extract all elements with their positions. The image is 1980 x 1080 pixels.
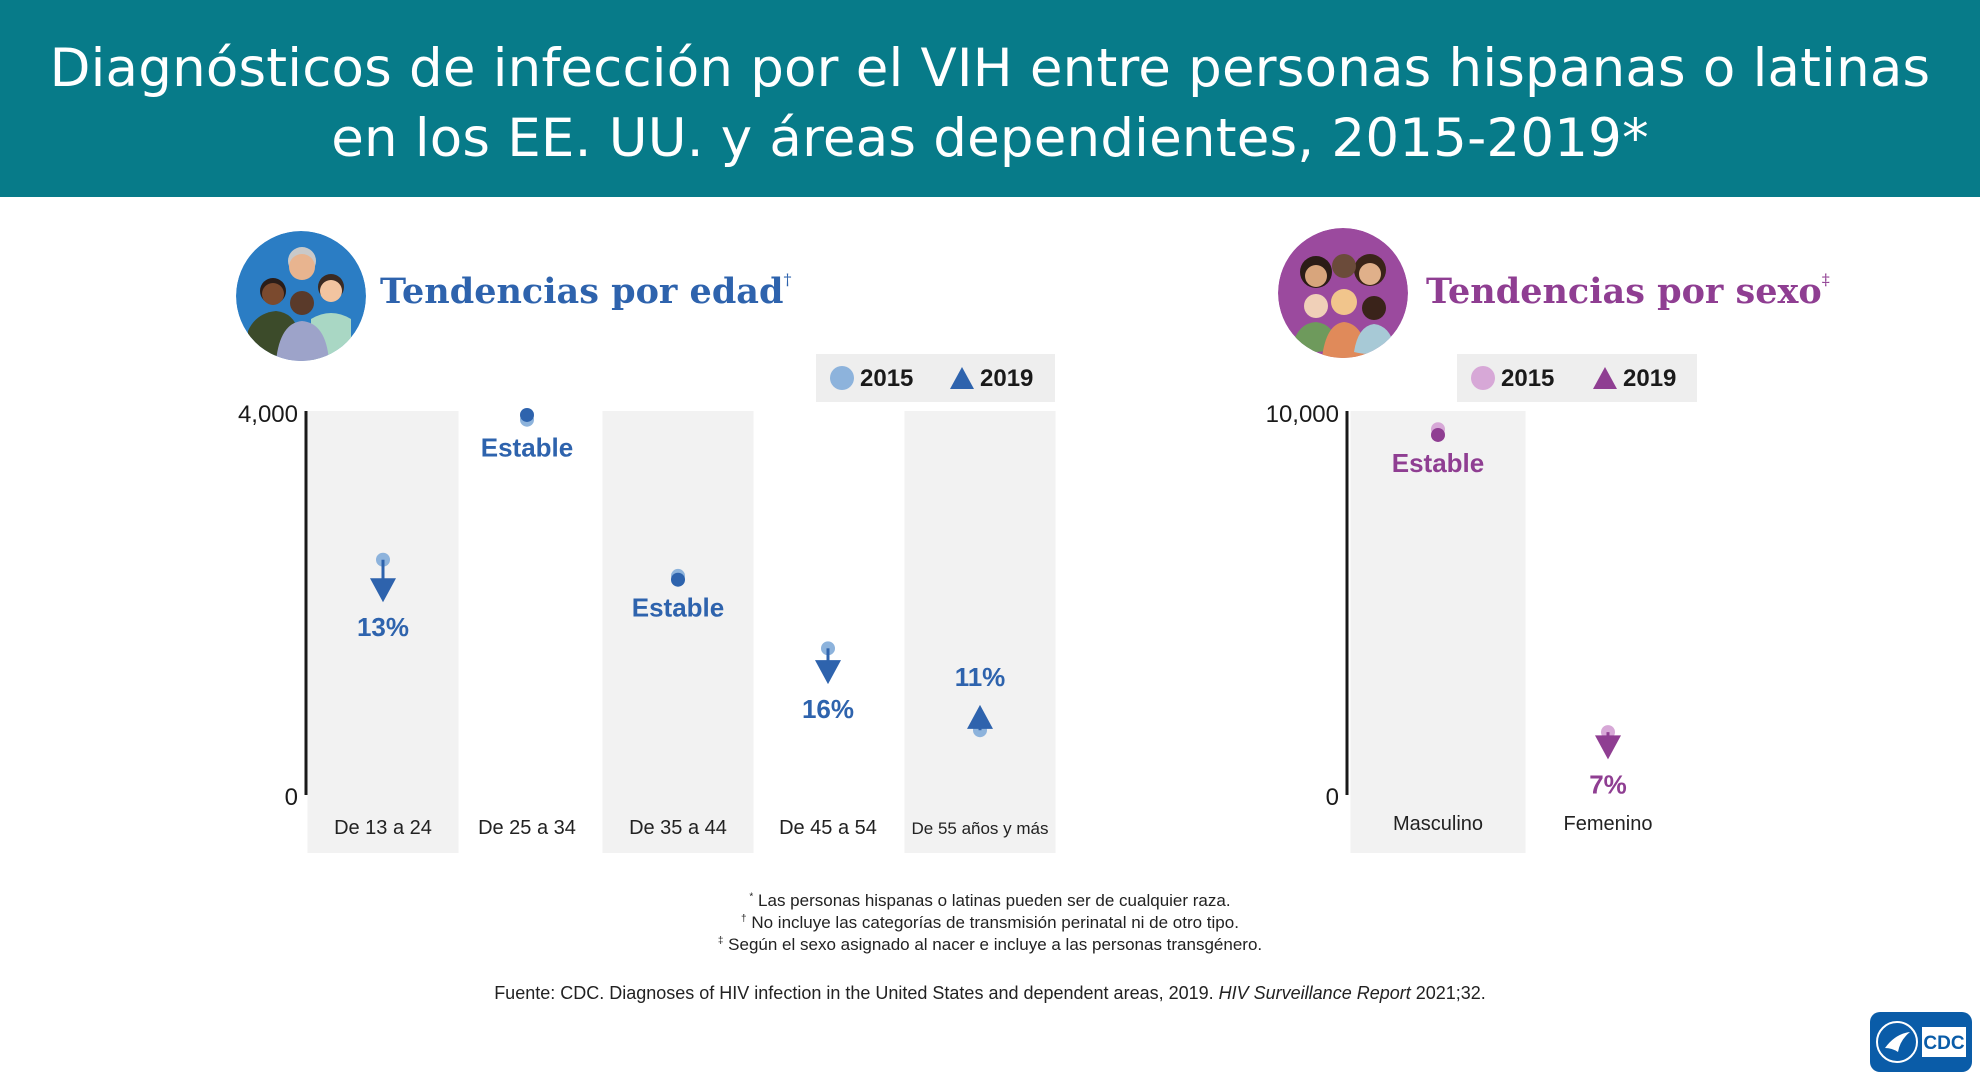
footnote-2-mark: † [741, 913, 747, 925]
point-2019 [520, 407, 534, 422]
sex-section-title-mark: ‡ [1821, 270, 1830, 289]
y-tick-label: 10,000 [1266, 401, 1339, 428]
trend-label: Estable [632, 593, 725, 623]
triangle-marker-icon [1593, 367, 1617, 389]
trend-label: 11% [955, 662, 1006, 692]
point-2019 [1595, 735, 1621, 760]
footnote-1: * Las personas hispanas o latinas pueden… [0, 891, 1980, 911]
legend-label-2019: 2019 [1623, 365, 1677, 392]
category-band [1350, 411, 1526, 853]
legend-label-2015: 2015 [860, 365, 914, 392]
legend-label-2019: 2019 [980, 365, 1034, 392]
x-category-label: De 55 años y más [911, 819, 1048, 838]
point-2019 [967, 704, 993, 729]
legend-label-2015: 2015 [1501, 365, 1555, 392]
y-tick-label: 0 [1326, 784, 1339, 811]
source-note: Fuente: CDC. Diagnoses of HIV infection … [0, 983, 1980, 1004]
y-tick-label: 0 [285, 784, 298, 811]
trend-label: Estable [1392, 448, 1485, 478]
sex-section-title-text: Tendencias por sexo [1426, 271, 1822, 312]
cdc-logo[interactable]: CDC [1870, 1012, 1972, 1072]
x-category-label: De 25 a 34 [478, 817, 576, 839]
footnote-3-text: Según el sexo asignado al nacer e incluy… [723, 935, 1263, 954]
source-report: HIV Surveillance Report [1218, 983, 1411, 1003]
footnote-3: ‡ Según el sexo asignado al nacer e incl… [0, 935, 1980, 955]
point-2019 [370, 578, 396, 603]
point-2019 [1431, 427, 1445, 442]
category-band [307, 411, 459, 853]
source-prefix: Fuente: CDC. Diagnoses of HIV infection … [494, 983, 1219, 1003]
hhs-eagle-icon: CDC [1876, 1021, 1966, 1063]
trend-label: 7% [1589, 769, 1627, 799]
x-category-label: Masculino [1393, 813, 1483, 835]
page-title-line-1: Diagnósticos de infección por el VIH ent… [49, 38, 1931, 99]
triangle-marker-icon [950, 367, 974, 389]
x-category-label: De 35 a 44 [629, 817, 727, 839]
circle-marker-icon [830, 366, 854, 390]
x-category-label: De 45 a 54 [779, 817, 877, 839]
category-band [904, 411, 1056, 853]
sex-section-title: Tendencias por sexo‡ [1426, 270, 1830, 312]
point-2019 [671, 572, 685, 587]
trend-label: 16% [802, 694, 854, 724]
source-suffix: 2021;32. [1410, 983, 1486, 1003]
category-band [602, 411, 754, 853]
point-2019 [815, 660, 841, 685]
footnote-1-text: Las personas hispanas o latinas pueden s… [753, 891, 1231, 910]
age-legend: 2015 2019 [816, 354, 1055, 402]
x-category-label: Femenino [1564, 813, 1653, 835]
page-title-line-2: en los EE. UU. y áreas dependientes, 201… [331, 108, 1649, 169]
trend-label: Estable [481, 433, 574, 463]
trend-label: 13% [357, 612, 409, 642]
footnote-2-text: No incluye las categorías de transmisión… [746, 913, 1239, 932]
sex-legend: 2015 2019 [1457, 354, 1697, 402]
x-category-label: De 13 a 24 [334, 817, 432, 839]
footnote-3-mark: ‡ [717, 935, 724, 947]
cdc-logo-text: CDC [1923, 1033, 1964, 1054]
footnote-2: † No incluye las categorías de transmisi… [0, 913, 1980, 933]
circle-marker-icon [1471, 366, 1495, 390]
age-section-title-text: Tendencias por edad [380, 271, 784, 312]
y-tick-label: 4,000 [238, 401, 298, 428]
footnote-1-mark: * [749, 891, 754, 903]
age-section-title: Tendencias por edad† [380, 270, 791, 312]
title-banner: Diagnósticos de infección por el VIH ent… [0, 0, 1980, 197]
age-section-title-mark: † [783, 270, 792, 289]
people-group-icon [236, 231, 366, 361]
